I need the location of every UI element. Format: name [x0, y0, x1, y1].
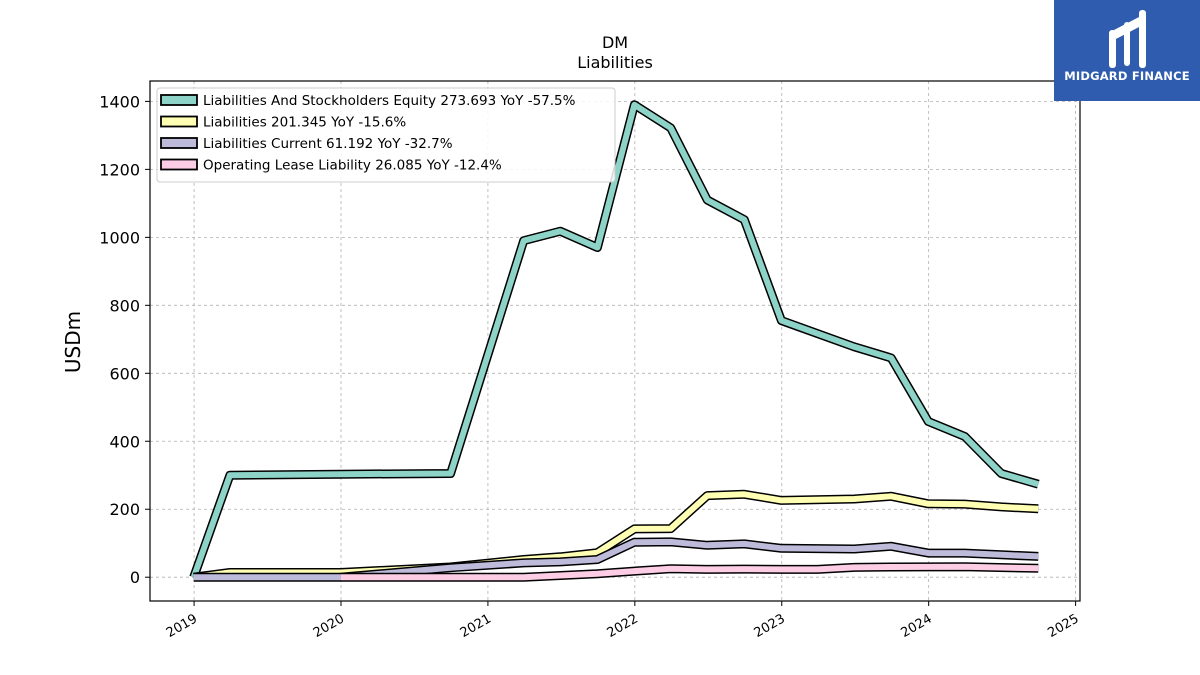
x-tick-label: 2025	[1045, 611, 1081, 641]
midgard-finance-logo: MIDGARD FINANCE	[1054, 0, 1200, 101]
y-tick-label: 1200	[99, 160, 140, 179]
x-tick-label: 2021	[458, 611, 494, 641]
series-line-2	[193, 538, 1039, 581]
plot-frame	[149, 80, 1081, 602]
y-tick-label: 0	[130, 568, 140, 587]
logo-wordmark: MIDGARD FINANCE	[1064, 69, 1190, 83]
plot-lines	[189, 100, 1040, 582]
legend-box	[156, 87, 616, 183]
x-tick-label: 2024	[899, 611, 935, 641]
y-tick-label: 200	[109, 500, 140, 519]
series-line-0	[190, 101, 1040, 579]
legend-swatch-1	[160, 115, 198, 128]
y-tick-label: 400	[109, 432, 140, 451]
x-tick-label: 2022	[605, 611, 641, 641]
legend-entry-1: Liabilities 201.345 YoY -15.6%	[203, 115, 406, 131]
legend-entry-3: Operating Lease Liability 26.085 YoY -12…	[203, 158, 502, 174]
series-line-3	[340, 563, 1039, 581]
y-tick-label: 800	[109, 296, 140, 315]
legend-swatch-0	[160, 94, 198, 106]
y-tick-label: 1000	[99, 228, 140, 247]
x-tick-label: 2020	[311, 611, 347, 641]
x-tick-label: 2019	[164, 611, 200, 641]
x-tick-label: 2023	[752, 611, 788, 641]
legend-entry-2: Liabilities Current 61.192 YoY -32.7%	[203, 136, 453, 152]
legend: Liabilities And Stockholders Equity 273.…	[156, 87, 616, 183]
y-axis-label: USDm	[61, 311, 85, 373]
chart-subtitle: Liabilities	[577, 53, 653, 72]
legend-swatch-3	[160, 158, 198, 171]
chart-title: DM	[602, 33, 628, 52]
legend-entry-0: Liabilities And Stockholders Equity 273.…	[203, 93, 576, 109]
y-tick-label: 1400	[99, 92, 140, 111]
y-tick-label: 600	[109, 364, 140, 383]
logo-mark-icon	[1109, 10, 1146, 68]
legend-swatch-2	[160, 137, 198, 149]
